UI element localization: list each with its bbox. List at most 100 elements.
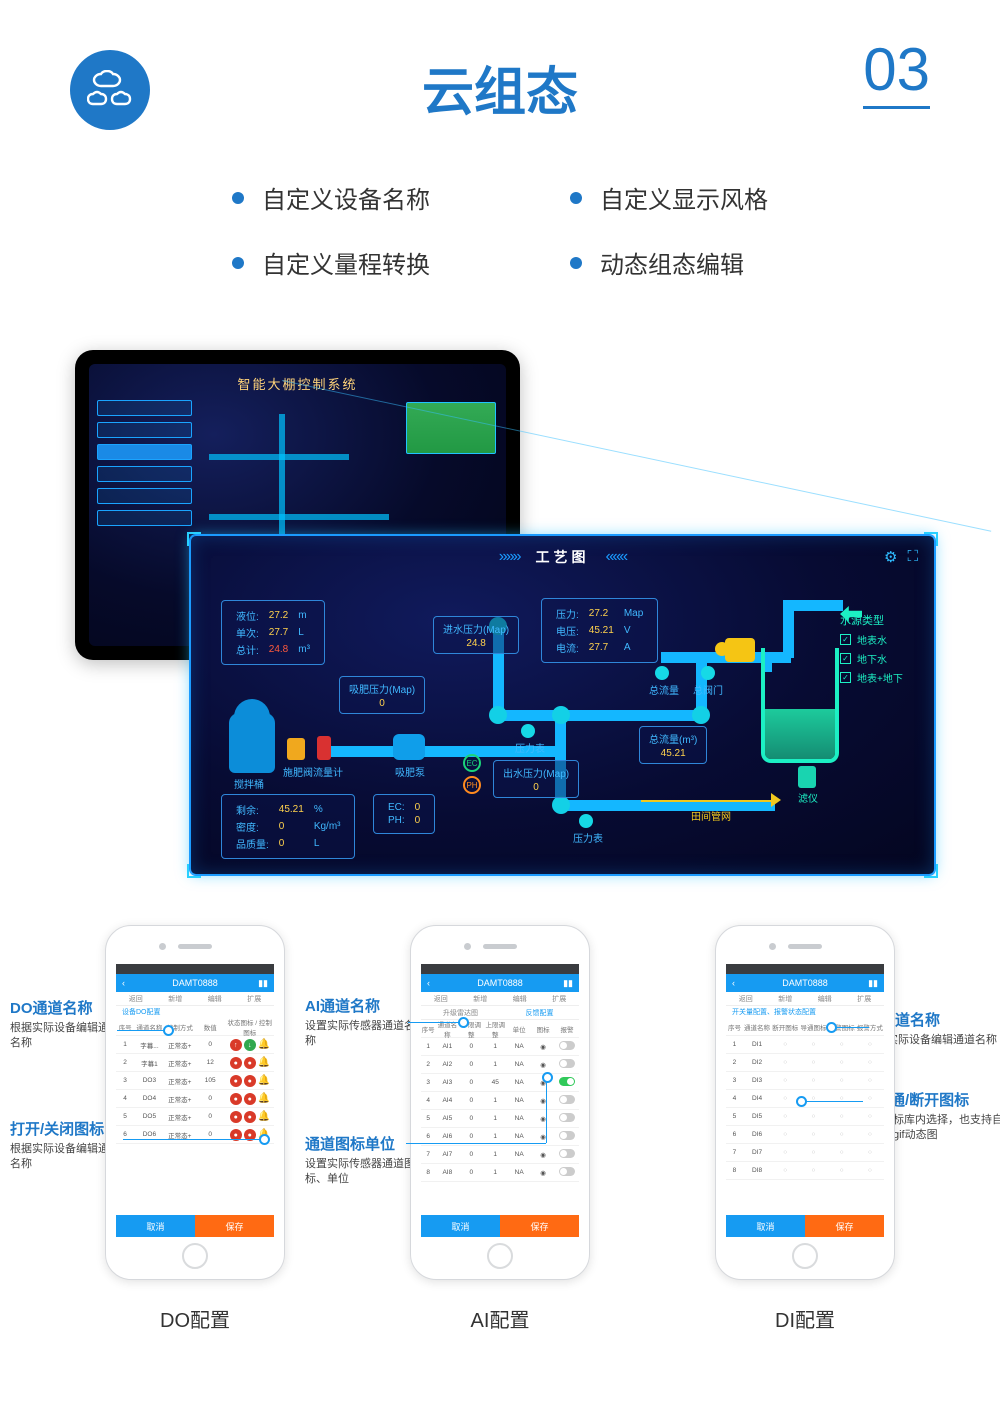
ec-indicator: EC — [463, 754, 481, 772]
table-row[interactable]: 3AI3045NA◉ — [421, 1074, 579, 1092]
tab[interactable]: 编辑 — [195, 994, 235, 1004]
checkbox-item[interactable]: ✓地表水 — [840, 632, 920, 647]
chevron-right-icon: »»» — [499, 548, 520, 566]
table-row[interactable]: 1字幕...正常态+0↑↓🔔 — [116, 1036, 274, 1054]
field-line — [641, 800, 776, 802]
table-row[interactable]: 3DI3○○○○ — [726, 1072, 884, 1090]
residue-info-card: 剩余:45.21% 密度:0Kg/m³ 品质量:0L — [221, 794, 355, 859]
pump-info-card: 压力:27.2Map 电压:45.21V 电流:27.7A — [541, 598, 658, 663]
pipe-joint — [489, 706, 507, 724]
fullscreen-icon[interactable]: ⛶ — [907, 548, 918, 566]
label-flowmeter: 流量计 — [313, 764, 343, 779]
valve-icon — [287, 738, 305, 760]
label-totalflow: 总流量 — [649, 682, 679, 697]
phone-ai: AI通道名称设置实际传感器通道名称 通道图标单位设置实际传感器通道图标、单位 ‹… — [350, 925, 650, 1333]
tabs: 返回 新增 编辑 扩展 — [116, 992, 274, 1006]
inlet-pressure-box: 进水压力(Map)24.8 — [433, 616, 519, 654]
label-filter: 滤仪 — [798, 790, 818, 805]
app-header: ‹ DAMT0888 ▮▮ — [116, 974, 274, 992]
total-flow-box: 总流量(m³)45.21 — [639, 726, 707, 764]
table-row[interactable]: 1AI101NA◉ — [421, 1038, 579, 1056]
checkbox-item[interactable]: ✓地表+地下 — [840, 670, 920, 685]
mixing-tank-icon — [229, 713, 275, 773]
table-row[interactable]: 5DO5正常态+0●●🔔 — [116, 1108, 274, 1126]
table-row[interactable]: 2AI201NA◉ — [421, 1056, 579, 1074]
section-number: 03 — [863, 35, 930, 109]
feature-item: 自定义设备名称 — [232, 180, 430, 215]
table-row[interactable]: 4AI401NA◉ — [421, 1092, 579, 1110]
level-info-card: 液位:27.2m 单次:27.7L 总计:24.8m³ — [221, 600, 325, 665]
table-row[interactable]: 5AI501NA◉ — [421, 1110, 579, 1128]
reservoir-tank-icon — [761, 648, 839, 763]
table-row[interactable]: 8DI8○○○○ — [726, 1162, 884, 1180]
section-title: 云组态 — [0, 50, 1000, 125]
save-button[interactable]: 保存 — [195, 1215, 274, 1237]
checkbox-item[interactable]: ✓地下水 — [840, 651, 920, 666]
feature-item: 自定义量程转换 — [232, 245, 430, 280]
signal-icon: ▮▮ — [258, 978, 268, 989]
feature-list: 自定义设备名称 自定义量程转换 自定义显示风格 动态组态编辑 — [0, 180, 1000, 280]
table-row[interactable]: 2DI2○○○○ — [726, 1054, 884, 1072]
back-icon[interactable]: ‹ — [732, 978, 735, 988]
back-icon[interactable]: ‹ — [427, 978, 430, 988]
filter-icon — [798, 766, 816, 788]
table-row[interactable]: 6DO6正常态+0●●🔔 — [116, 1126, 274, 1144]
settings-icon[interactable]: ⚙ — [884, 548, 897, 566]
label-valve: 施肥阀 — [283, 764, 313, 779]
table-row[interactable]: 5DI5○○○○ — [726, 1108, 884, 1126]
section-header: 云组态 03 — [0, 0, 1000, 125]
watersource-list: 水源类型 ✓地表水 ✓地下水 ✓地表+地下 — [840, 608, 920, 689]
label-pressure: 压力表 — [515, 740, 545, 755]
label-field: 田间管网 — [691, 808, 731, 823]
diagram-title: 工艺图 — [536, 547, 590, 567]
callout-ai-name: AI通道名称设置实际传感器通道名称 — [305, 997, 425, 1049]
pipe-joint — [552, 706, 570, 724]
table-row[interactable]: 8AI801NA◉ — [421, 1164, 579, 1182]
label-pressure2: 压力表 — [573, 830, 603, 845]
cancel-button[interactable]: 取消 — [116, 1215, 195, 1237]
pressure-sensor-icon — [521, 724, 535, 738]
main-valve-icon — [701, 666, 715, 680]
back-icon[interactable]: ‹ — [122, 978, 125, 988]
ph-indicator: PH — [463, 776, 481, 794]
flowmeter-icon — [317, 736, 331, 760]
tablet-sidebar — [97, 400, 192, 532]
table-row[interactable]: 7AI701NA◉ — [421, 1146, 579, 1164]
label-mainvalve: 总阀门 — [693, 682, 723, 697]
phone-di: DI通道名称根据实际设备编辑通道名称 DI导通/断开图标可从图标库内选择，也支持… — [655, 925, 955, 1333]
phone-do: DO通道名称根据实际设备编辑通道名称 打开/关闭图标根据实际设备编辑通道名称 ‹… — [45, 925, 345, 1333]
table-row[interactable]: 6DI6○○○○ — [726, 1126, 884, 1144]
tab[interactable]: 返回 — [116, 994, 156, 1004]
table-row[interactable]: 2字幕1正常态+12●●🔔 — [116, 1054, 274, 1072]
process-diagram: »»» 工艺图 ««« ⚙ ⛶ — [190, 535, 935, 875]
label-sucpump: 吸肥泵 — [395, 764, 425, 779]
suction-pressure-box: 吸肥压力(Map)0 — [339, 676, 425, 714]
pipe — [493, 710, 703, 721]
outlet-pressure-box: 出水压力(Map)0 — [493, 760, 579, 798]
table-row[interactable]: 7DI7○○○○ — [726, 1144, 884, 1162]
suction-pump-icon — [393, 734, 425, 760]
chevron-left-icon: ««« — [606, 548, 627, 566]
save-button[interactable]: 保存 — [500, 1215, 579, 1237]
cancel-button[interactable]: 取消 — [726, 1215, 805, 1237]
phone-caption-di: DI配置 — [775, 1304, 835, 1333]
table-row[interactable]: 3DO3正常态+105●●🔔 — [116, 1072, 274, 1090]
tab[interactable]: 扩展 — [235, 994, 275, 1004]
cancel-button[interactable]: 取消 — [421, 1215, 500, 1237]
pipe — [783, 600, 843, 611]
phone-do-screen: ‹ DAMT0888 ▮▮ 返回 新增 编辑 扩展 设备DO配置 序号通道名称 … — [116, 964, 274, 1237]
flow-sensor-icon — [655, 666, 669, 680]
phone-caption-ai: AI配置 — [471, 1304, 530, 1333]
phone-mockups: DO通道名称根据实际设备编辑通道名称 打开/关闭图标根据实际设备编辑通道名称 ‹… — [45, 925, 955, 1333]
phone-caption-do: DO配置 — [160, 1304, 230, 1333]
phone-ai-screen: ‹DAMT0888▮▮ 返回新增编辑扩展 升级雷达图反馈配置 序号通道名称 下限… — [421, 964, 579, 1237]
cloud-icon — [70, 50, 150, 130]
pipe-joint — [692, 706, 710, 724]
table-head: 序号通道名称 控制方式数值 状态图标 / 控制图标 — [116, 1018, 274, 1036]
feature-item: 自定义显示风格 — [570, 180, 768, 215]
table-row[interactable]: 1DI1○○○○ — [726, 1036, 884, 1054]
pipe-joint — [552, 796, 570, 814]
table-row[interactable]: 4DO4正常态+0●●🔔 — [116, 1090, 274, 1108]
save-button[interactable]: 保存 — [805, 1215, 884, 1237]
tab[interactable]: 新增 — [156, 994, 196, 1004]
